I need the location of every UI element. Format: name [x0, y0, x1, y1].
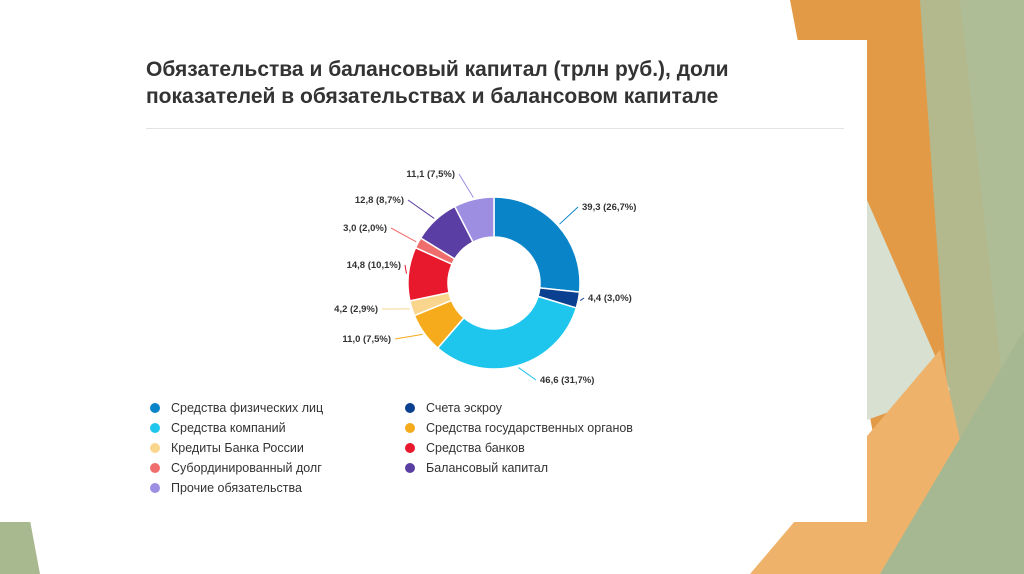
- data-label: 12,8 (8,7%): [355, 195, 404, 206]
- legend-swatch: [150, 423, 160, 433]
- label-leader-line: [404, 264, 407, 274]
- label-leader-line: [390, 227, 417, 243]
- legend-swatch: [405, 403, 415, 413]
- data-label: 46,6 (31,7%): [540, 375, 594, 386]
- label-leader-line: [394, 333, 423, 340]
- legend-label: Кредиты Банка России: [171, 441, 304, 455]
- data-label: 11,0 (7,5%): [342, 334, 391, 345]
- legend-label: Прочие обязательства: [171, 481, 302, 495]
- legend-swatch: [405, 423, 415, 433]
- label-leader-line: [579, 297, 585, 301]
- donut-slice: [453, 196, 495, 244]
- legend-item: Субординированный долг: [150, 461, 322, 475]
- label-leader-line: [458, 173, 474, 198]
- legend-swatch: [405, 463, 415, 473]
- data-label: 3,0 (2,0%): [343, 223, 387, 234]
- legend-item: Счета эскроу: [405, 401, 502, 415]
- data-label: 4,4 (3,0%): [588, 293, 632, 304]
- donut-slice: [493, 196, 581, 293]
- label-leader-line: [518, 367, 537, 381]
- legend-label: Средства компаний: [171, 421, 286, 435]
- data-label: 14,8 (10,1%): [347, 260, 401, 271]
- title-divider: [146, 128, 844, 129]
- legend-item: Средства банков: [405, 441, 525, 455]
- legend-swatch: [405, 443, 415, 453]
- legend-item: Средства государственных органов: [405, 421, 633, 435]
- legend-item: Балансовый капитал: [405, 461, 548, 475]
- legend-swatch: [150, 483, 160, 493]
- legend-label: Балансовый капитал: [426, 461, 549, 475]
- legend-item: Кредиты Банка России: [150, 441, 304, 455]
- legend-swatch: [150, 403, 160, 413]
- legend-item: Прочие обязательства: [150, 481, 302, 495]
- data-label: 39,3 (26,7%): [582, 202, 636, 213]
- data-label: 4,2 (2,9%): [334, 304, 378, 315]
- label-leader-line: [407, 199, 435, 219]
- title-line-1: Обязательства и балансовый капитал (трлн…: [146, 58, 729, 81]
- legend-swatch: [150, 463, 160, 473]
- data-label: 11,1 (7,5%): [406, 169, 455, 180]
- legend-item: Средства компаний: [150, 421, 286, 435]
- legend-swatch: [150, 443, 160, 453]
- legend-label: Счета эскроу: [426, 401, 503, 415]
- label-leader-line: [559, 206, 579, 225]
- title-line-2: показателей в обязательствах и балансово…: [146, 85, 719, 108]
- legend-item: Средства физических лиц: [150, 401, 323, 415]
- donut-slice: [436, 295, 578, 370]
- legend-label: Средства банков: [426, 441, 525, 455]
- legend-label: Средства физических лиц: [171, 401, 324, 415]
- legend-label: Субординированный долг: [171, 461, 322, 475]
- chart-title: Обязательства и балансовый капитал (трлн…: [146, 56, 729, 110]
- legend-label: Средства государственных органов: [426, 421, 633, 435]
